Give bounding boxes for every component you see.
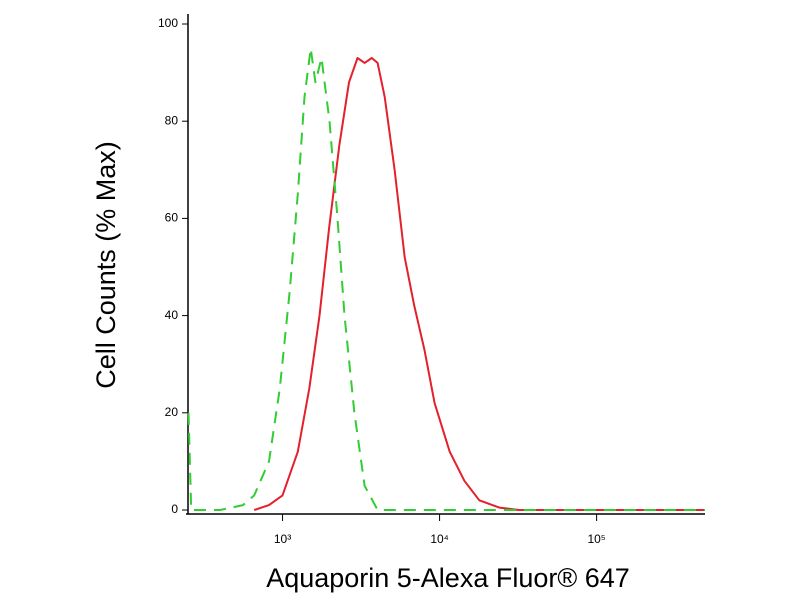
y-tick-label: 60 [165,211,179,225]
y-tick-label: 80 [165,113,179,127]
series-line [187,47,705,511]
series-line [253,57,705,511]
y-tick-label: 40 [165,308,179,322]
x-tick-label: 10⁵ [587,532,605,546]
y-tick-label: 20 [165,405,179,419]
y-axis-title: Cell Counts (% Max) [91,141,121,389]
x-axis-title: Aquaporin 5-Alexa Fluor® 647 [266,563,630,593]
x-tick-label: 10⁴ [430,532,449,546]
y-tick-label: 0 [171,502,178,516]
y-tick-label: 100 [158,16,178,30]
x-tick-label: 10³ [274,532,291,546]
